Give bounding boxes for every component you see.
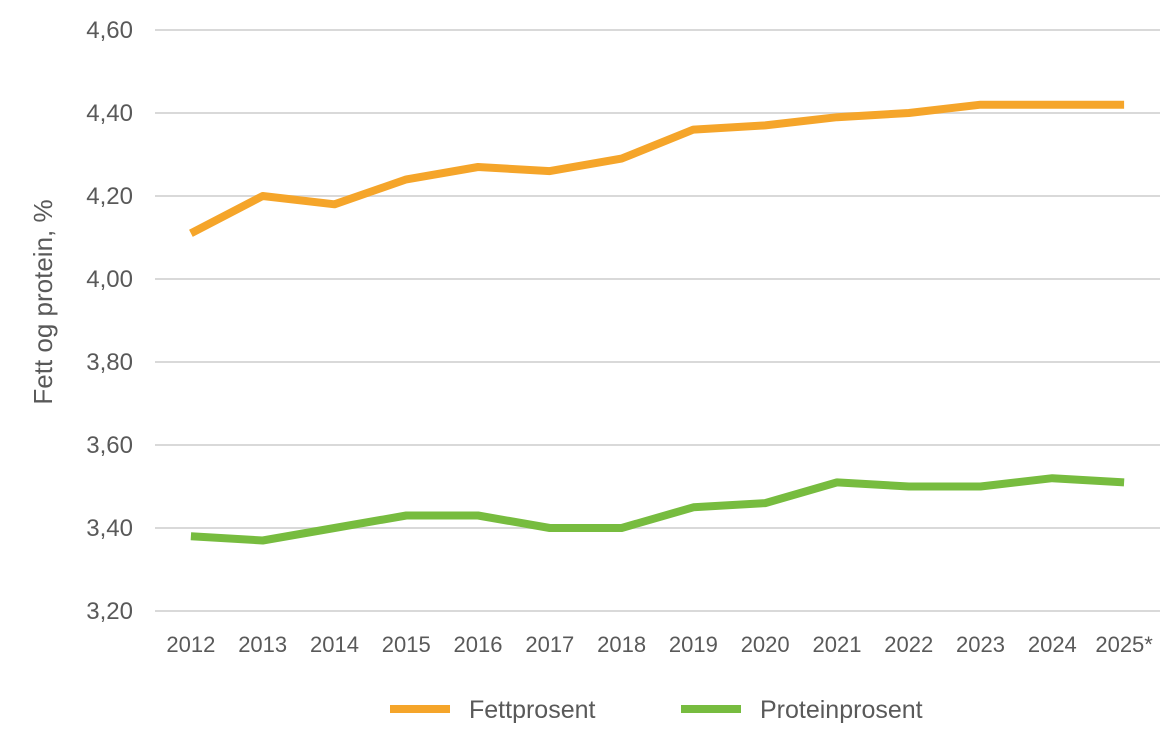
legend-label: Proteinprosent: [760, 696, 923, 724]
x-tick-label: 2025*: [1095, 632, 1153, 657]
y-tick-label: 4,40: [86, 100, 133, 127]
x-axis-tick-labels: 2012 2013 2014 2015 2016 2017 2018 2019 2020 2021…: [166, 632, 1153, 657]
series-line-proteinprosent: [190, 474, 1125, 545]
x-tick-label: 2013: [238, 632, 287, 657]
y-tick-label: 3,40: [86, 515, 133, 542]
x-tick-label: 2012: [166, 632, 215, 657]
y-tick-label: 4,60: [86, 17, 133, 44]
x-tick-label: 2015: [382, 632, 431, 657]
x-tick-label: 2024: [1028, 632, 1077, 657]
x-tick-label: 2017: [525, 632, 574, 657]
legend: Fettprosent Proteinprosent: [390, 696, 923, 724]
y-axis-tick-labels: 3,20 3,40 3,60 3,80 4,00 4,20 4,40 4,60: [86, 17, 133, 625]
y-tick-label: 4,20: [86, 183, 133, 210]
series-lines: [189, 100, 1125, 545]
y-tick-label: 4,00: [86, 266, 133, 293]
gridlines: [155, 29, 1160, 612]
series-line-fettprosent: [189, 100, 1125, 237]
legend-label: Fettprosent: [469, 696, 596, 724]
y-tick-label: 3,80: [86, 349, 133, 376]
legend-item: Fettprosent: [390, 696, 596, 724]
x-tick-label: 2023: [956, 632, 1005, 657]
y-axis-title: Fett og protein, %: [28, 199, 58, 404]
x-tick-label: 2020: [741, 632, 790, 657]
x-tick-label: 2016: [454, 632, 503, 657]
x-tick-label: 2022: [884, 632, 933, 657]
x-tick-label: 2021: [812, 632, 861, 657]
x-tick-label: 2019: [669, 632, 718, 657]
x-tick-label: 2018: [597, 632, 646, 657]
y-tick-label: 3,60: [86, 432, 133, 459]
legend-item: Proteinprosent: [681, 696, 923, 724]
x-tick-label: 2014: [310, 632, 359, 657]
y-tick-label: 3,20: [86, 598, 133, 625]
